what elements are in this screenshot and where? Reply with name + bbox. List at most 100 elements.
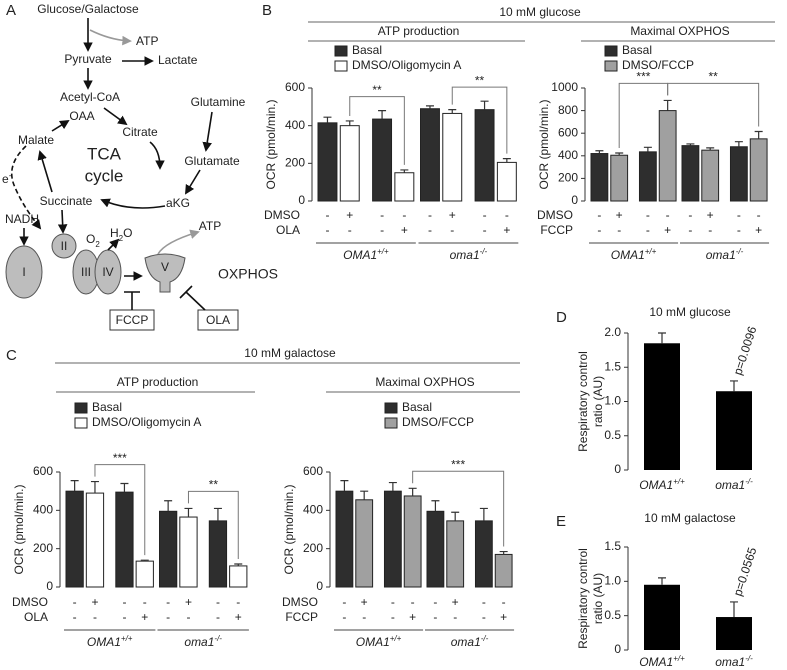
genotype-name: oma1 bbox=[715, 655, 745, 669]
bar bbox=[159, 510, 178, 588]
treatment-sign: - bbox=[122, 610, 126, 624]
bar bbox=[716, 617, 752, 650]
treatment-sign: + bbox=[503, 223, 510, 237]
arrow bbox=[202, 111, 213, 152]
complex-label: I bbox=[22, 265, 25, 279]
arrow bbox=[51, 119, 70, 132]
metabolite: Succinate bbox=[40, 194, 93, 208]
bar bbox=[403, 495, 422, 588]
error-bar bbox=[70, 480, 79, 492]
metabolite: Citrate bbox=[122, 125, 158, 139]
treatment-label: OLA bbox=[276, 223, 300, 237]
error-bar bbox=[754, 130, 763, 139]
metabolite: Glutamine bbox=[191, 95, 246, 109]
bar bbox=[638, 151, 657, 202]
treatment-sign: - bbox=[402, 208, 406, 222]
error-bar bbox=[663, 99, 672, 111]
treatment-sign: - bbox=[428, 208, 432, 222]
y-tick-label: 600 bbox=[285, 80, 305, 94]
treatment-sign: - bbox=[73, 610, 77, 624]
genotype-label: oma1-/- bbox=[184, 634, 222, 650]
significance-bracket bbox=[412, 470, 505, 547]
oxygen: O2 bbox=[86, 232, 100, 248]
treatment-sign: - bbox=[688, 223, 692, 237]
significance-bracket bbox=[451, 86, 508, 154]
y-tick-label: 2.0 bbox=[604, 325, 621, 339]
arrow bbox=[57, 209, 68, 234]
y-axis-label: OCR (pmol/min.) bbox=[282, 484, 296, 574]
bar bbox=[494, 553, 513, 588]
treatment-sign: - bbox=[216, 595, 220, 609]
y-tick-label: 1.0 bbox=[604, 394, 621, 408]
genotype-label: OMA1+/+ bbox=[639, 654, 685, 670]
error-bar bbox=[658, 332, 666, 344]
chart-title: ATP production bbox=[117, 375, 199, 389]
treatment-sign: - bbox=[646, 223, 650, 237]
panel-headers: 10 mM glucose 10 mM galactose bbox=[55, 5, 775, 364]
treatment-sign: - bbox=[122, 595, 126, 609]
error-bar bbox=[730, 601, 738, 618]
arrow bbox=[10, 145, 42, 230]
p-value-annotation: p=0.0565 bbox=[731, 545, 760, 598]
error-bar bbox=[734, 141, 743, 147]
panel-letters: A B C D E bbox=[6, 2, 567, 530]
treatment-sign: + bbox=[346, 208, 353, 222]
treatment-sign: - bbox=[166, 610, 170, 624]
treatment-sign: - bbox=[433, 610, 437, 624]
treatment-sign: + bbox=[616, 208, 623, 222]
error-bar bbox=[408, 487, 417, 496]
legend-label: DMSO/Oligomycin A bbox=[92, 415, 201, 429]
treatment-sign: - bbox=[93, 610, 97, 624]
error-bar bbox=[213, 507, 222, 521]
genotype-superscript: +/+ bbox=[390, 634, 402, 643]
bar bbox=[474, 109, 495, 202]
complex-label: III bbox=[81, 265, 91, 279]
panel-letter: C bbox=[6, 347, 17, 364]
y-tick-label: 400 bbox=[285, 118, 305, 132]
metabolite: ATP bbox=[136, 34, 158, 48]
inhibitor: OLA bbox=[206, 313, 230, 327]
genotype-name: OMA1 bbox=[639, 478, 673, 492]
water-rest: O bbox=[123, 226, 132, 240]
electron: e- bbox=[2, 171, 12, 187]
oxygen-base: O bbox=[86, 232, 95, 246]
y-tick-label: 0.5 bbox=[604, 608, 621, 622]
treatment-sign: - bbox=[433, 595, 437, 609]
legend-swatch bbox=[334, 60, 348, 72]
genotype-name: OMA1 bbox=[343, 248, 377, 262]
y-tick-label: 200 bbox=[303, 541, 323, 555]
treatment-sign: - bbox=[502, 595, 506, 609]
legend-label: DMSO/FCCP bbox=[622, 58, 694, 72]
metabolite: aKG bbox=[166, 196, 190, 210]
complex-label: IV bbox=[102, 265, 113, 279]
genotype-label: oma1-/- bbox=[715, 654, 753, 670]
significance-label: *** bbox=[451, 457, 465, 471]
genotype-superscript: -/- bbox=[214, 634, 222, 643]
treatment-sign: - bbox=[325, 208, 329, 222]
panel-letter: D bbox=[556, 309, 567, 326]
error-bar bbox=[448, 109, 457, 114]
y-tick-label: 400 bbox=[558, 148, 578, 162]
error-bar bbox=[615, 152, 624, 156]
arrow bbox=[103, 107, 128, 126]
y-tick-label: 600 bbox=[33, 464, 53, 478]
treatment-sign: - bbox=[450, 223, 454, 237]
significance-bracket bbox=[667, 82, 760, 127]
treatment-sign: - bbox=[688, 208, 692, 222]
treatment-label: DMSO bbox=[12, 595, 48, 609]
electron-sup: - bbox=[9, 171, 12, 180]
metabolite: Lactate bbox=[158, 53, 198, 67]
treatment-sign: - bbox=[411, 595, 415, 609]
y-axis-label: Respiratory control bbox=[576, 351, 590, 452]
error-bar bbox=[499, 550, 508, 555]
significance-bracket bbox=[187, 490, 239, 559]
system-label: OXPHOS bbox=[218, 266, 278, 282]
treatment-sign: + bbox=[91, 595, 98, 609]
metabolite: Pyruvate bbox=[64, 52, 112, 66]
bar bbox=[749, 138, 768, 202]
treatment-label: FCCP bbox=[285, 610, 318, 624]
y-tick-label: 400 bbox=[303, 503, 323, 517]
electron-base: e bbox=[2, 172, 9, 186]
water-base: H bbox=[110, 226, 119, 240]
genotype-name: OMA1 bbox=[356, 635, 390, 649]
